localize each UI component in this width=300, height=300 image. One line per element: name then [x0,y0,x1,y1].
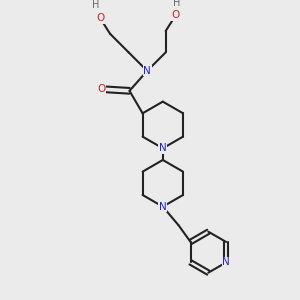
Text: O: O [97,84,105,94]
Text: H: H [92,0,100,11]
Text: N: N [222,257,230,267]
Text: H: H [173,0,181,8]
Text: N: N [159,143,167,153]
Text: O: O [172,11,180,20]
Text: O: O [96,13,104,23]
Text: N: N [159,202,167,212]
Text: N: N [143,66,151,76]
